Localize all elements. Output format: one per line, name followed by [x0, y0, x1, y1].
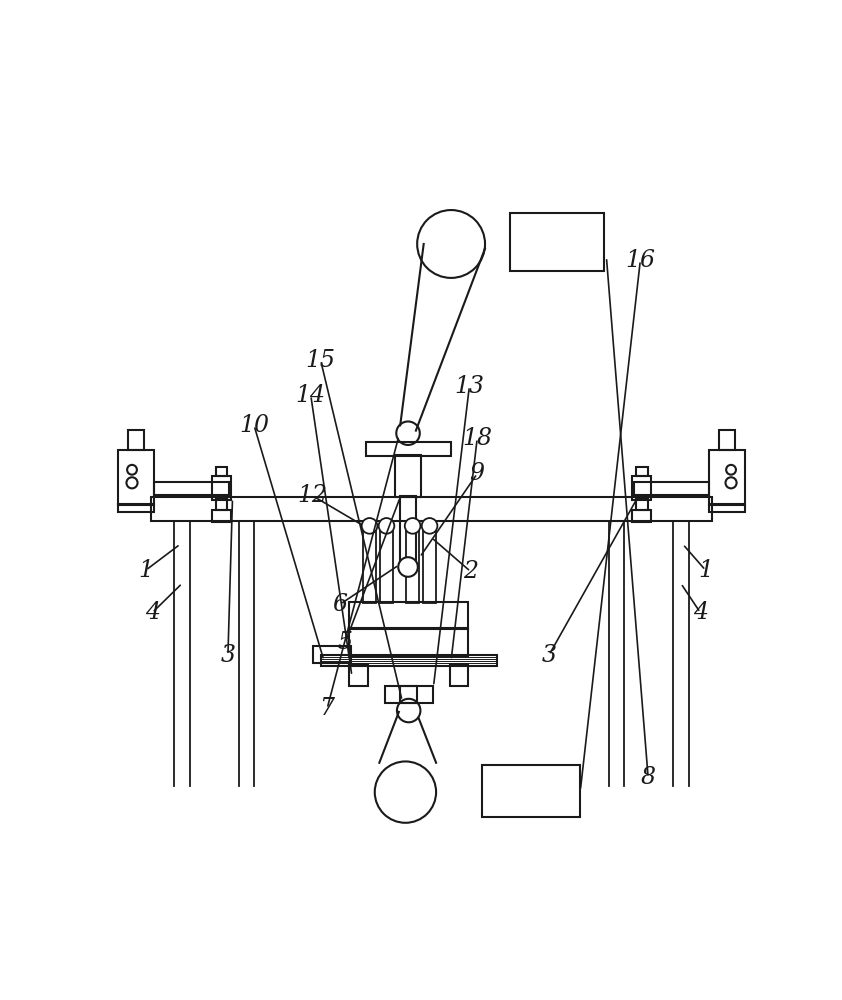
Circle shape	[398, 557, 418, 577]
Bar	[636, 467, 647, 476]
Bar	[482, 765, 580, 817]
Bar	[366, 442, 451, 456]
Text: 5: 5	[338, 631, 353, 654]
Bar	[349, 602, 468, 629]
Text: 8: 8	[641, 766, 656, 789]
Text: 15: 15	[306, 349, 336, 372]
Bar	[363, 526, 376, 603]
Text: 7: 7	[320, 697, 334, 720]
Text: 10: 10	[239, 414, 269, 437]
Text: 16: 16	[626, 249, 655, 272]
Bar	[423, 526, 436, 603]
Bar	[154, 482, 229, 495]
Bar	[636, 498, 647, 510]
Bar	[211, 510, 232, 522]
Text: 3: 3	[221, 644, 236, 667]
Text: 13: 13	[455, 375, 484, 398]
Circle shape	[405, 518, 420, 534]
Bar	[385, 686, 434, 703]
Bar	[151, 497, 712, 521]
Bar	[406, 526, 419, 603]
Bar	[312, 646, 350, 663]
Text: 4: 4	[145, 601, 160, 624]
Text: 9: 9	[470, 462, 485, 485]
Bar	[349, 628, 468, 656]
Text: 4: 4	[693, 601, 708, 624]
Bar	[321, 655, 497, 666]
Bar	[395, 455, 421, 497]
Bar	[400, 686, 417, 703]
Text: 12: 12	[298, 484, 328, 507]
Bar	[216, 498, 227, 510]
Bar	[128, 430, 145, 450]
Bar	[349, 664, 368, 686]
Bar	[709, 504, 745, 512]
Bar	[400, 496, 416, 565]
Bar	[632, 510, 652, 522]
Bar	[634, 482, 709, 495]
Text: 1: 1	[138, 559, 153, 582]
Bar	[118, 450, 154, 505]
Bar	[118, 504, 154, 512]
Bar	[719, 430, 735, 450]
Text: 18: 18	[462, 427, 493, 450]
Circle shape	[362, 518, 377, 534]
Bar	[216, 467, 227, 476]
Text: 3: 3	[541, 644, 557, 667]
Circle shape	[379, 518, 394, 534]
Bar	[211, 476, 232, 500]
Bar	[450, 664, 468, 686]
Bar	[510, 213, 605, 271]
Text: 2: 2	[463, 560, 478, 583]
Bar	[709, 450, 745, 505]
Text: 1: 1	[698, 559, 713, 582]
Text: 6: 6	[333, 593, 348, 616]
Bar	[632, 476, 652, 500]
Bar	[380, 526, 393, 603]
Circle shape	[422, 518, 437, 534]
Text: 14: 14	[296, 384, 326, 407]
